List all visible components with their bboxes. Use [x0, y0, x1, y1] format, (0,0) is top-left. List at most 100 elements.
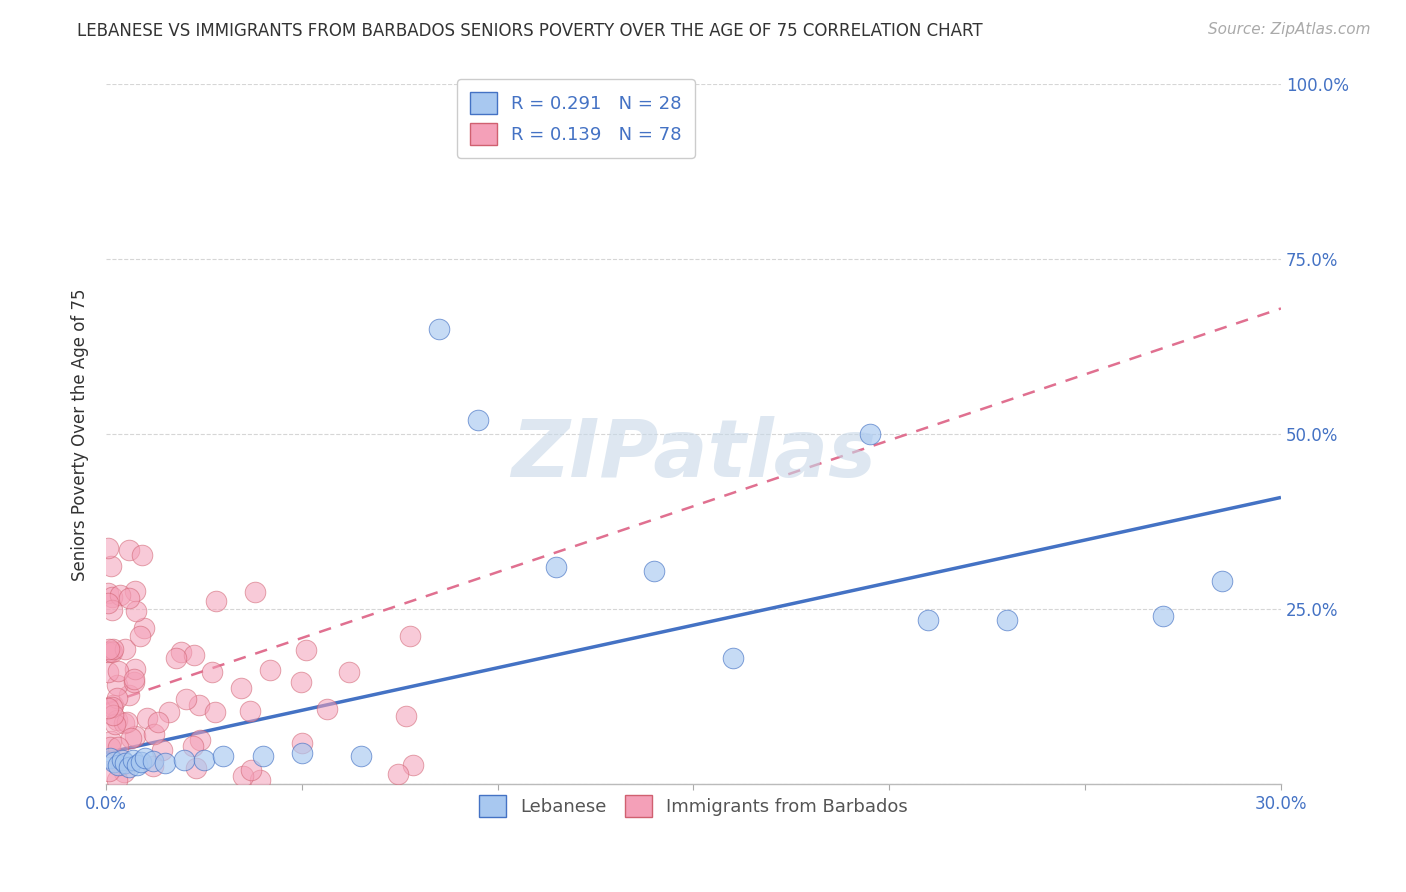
Point	[157, 705, 180, 719]
Point	[117, 543, 139, 558]
Point	[124, 672, 146, 686]
Point	[339, 665, 361, 680]
Point	[136, 711, 159, 725]
Point	[101, 707, 124, 722]
Point	[107, 757, 129, 772]
Point	[721, 651, 744, 665]
Point	[100, 734, 122, 748]
Point	[129, 755, 152, 769]
Point	[104, 717, 127, 731]
Point	[105, 690, 128, 705]
Point	[232, 769, 254, 783]
Point	[259, 663, 281, 677]
Point	[100, 603, 122, 617]
Point	[97, 595, 120, 609]
Point	[97, 586, 120, 600]
Point	[100, 558, 122, 573]
Point	[995, 613, 1018, 627]
Point	[291, 746, 314, 760]
Text: Source: ZipAtlas.com: Source: ZipAtlas.com	[1208, 22, 1371, 37]
Point	[117, 714, 139, 729]
Text: LEBANESE VS IMMIGRANTS FROM BARBADOS SENIORS POVERTY OVER THE AGE OF 75 CORRELAT: LEBANESE VS IMMIGRANTS FROM BARBADOS SEN…	[77, 22, 983, 40]
Point	[97, 701, 120, 715]
Point	[188, 698, 211, 712]
Point	[387, 767, 409, 781]
Point	[150, 743, 173, 757]
Point	[200, 665, 222, 679]
Point	[118, 688, 141, 702]
Point	[181, 739, 204, 753]
Point	[131, 549, 153, 563]
Point	[143, 726, 166, 740]
Point	[204, 594, 226, 608]
Point	[101, 644, 124, 658]
Point	[204, 706, 226, 720]
Point	[170, 645, 193, 659]
Point	[240, 763, 263, 777]
Point	[105, 713, 128, 727]
Point	[395, 709, 418, 723]
Point	[100, 643, 122, 657]
Point	[110, 753, 132, 767]
Point	[97, 645, 120, 659]
Point	[291, 736, 314, 750]
Point	[427, 322, 450, 336]
Point	[252, 749, 274, 764]
Point	[114, 642, 136, 657]
Point	[229, 681, 252, 695]
Point	[114, 756, 136, 771]
Point	[186, 761, 208, 775]
Point	[401, 758, 423, 772]
Point	[112, 765, 135, 780]
Point	[174, 692, 197, 706]
Point	[142, 759, 165, 773]
Point	[124, 729, 146, 743]
Point	[399, 629, 422, 643]
Point	[105, 772, 128, 787]
Point	[249, 772, 271, 787]
Point	[166, 650, 188, 665]
Point	[134, 621, 156, 635]
Point	[243, 584, 266, 599]
Point	[124, 583, 146, 598]
Point	[101, 642, 124, 657]
Point	[124, 604, 146, 618]
Point	[316, 702, 339, 716]
Point	[107, 739, 129, 754]
Point	[101, 591, 124, 605]
Y-axis label: Seniors Poverty Over the Age of 75: Seniors Poverty Over the Age of 75	[72, 288, 89, 581]
Point	[1152, 609, 1174, 624]
Point	[101, 700, 124, 714]
Point	[112, 715, 135, 730]
Legend: Lebanese, Immigrants from Barbados: Lebanese, Immigrants from Barbados	[471, 788, 915, 824]
Point	[153, 756, 176, 771]
Point	[103, 755, 125, 769]
Point	[120, 731, 142, 746]
Point	[146, 715, 169, 730]
Point	[643, 564, 665, 578]
Point	[239, 704, 262, 718]
Point	[349, 749, 371, 764]
Point	[859, 427, 882, 442]
Point	[546, 560, 568, 574]
Point	[110, 758, 132, 772]
Point	[97, 764, 120, 778]
Point	[98, 642, 121, 657]
Point	[122, 753, 145, 767]
Point	[212, 749, 235, 764]
Point	[98, 751, 121, 765]
Point	[183, 648, 205, 662]
Point	[124, 662, 146, 676]
Point	[105, 678, 128, 692]
Point	[98, 740, 121, 755]
Point	[122, 675, 145, 690]
Point	[134, 751, 156, 765]
Point	[1211, 574, 1233, 589]
Point	[173, 753, 195, 767]
Point	[127, 757, 149, 772]
Point	[290, 674, 312, 689]
Point	[188, 732, 211, 747]
Point	[142, 755, 165, 769]
Point	[103, 698, 125, 713]
Point	[193, 753, 215, 767]
